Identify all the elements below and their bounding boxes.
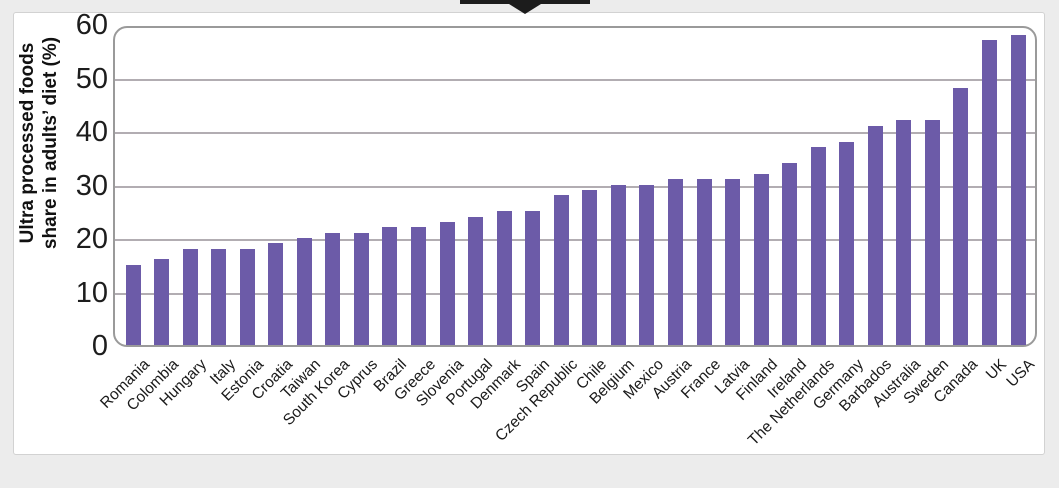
bar-spain [525,211,541,345]
gridline-50 [115,78,1035,81]
y-tick-label-30: 30 [75,169,108,202]
y-tick-label-40: 40 [75,116,108,148]
gridline-40 [115,132,1035,134]
bar-belgium [610,184,626,345]
y-axis-title-line1: Ultra processed foods [17,42,38,244]
gridline-30 [115,185,1035,188]
y-tick-label-60: 60 [75,9,108,41]
bar-cyprus [353,232,369,345]
bar-france [696,179,712,345]
bar-czech-republic [553,195,569,345]
bar-ireland [782,163,798,345]
plot-area [113,26,1037,347]
bar-barbados [867,125,883,345]
bar-germany [839,141,855,345]
bar-estonia [239,248,255,345]
bar-mexico [639,184,655,345]
bar-south-korea [325,232,341,345]
bar-taiwan [296,238,312,345]
bar-latvia [725,179,741,345]
bar-italy [211,248,227,345]
bar-greece [411,227,426,345]
bar-portugal [468,216,484,345]
bar-the-netherlands [810,147,826,345]
bar-romania [125,264,141,345]
gridline-20 [115,239,1035,241]
arrow-down-icon [509,4,541,14]
bar-brazil [382,227,398,345]
bar-usa [1010,34,1026,345]
y-tick-label-50: 50 [75,62,108,95]
y-tick-label-10: 10 [75,276,108,309]
bar-australia [896,120,912,345]
bar-canada [953,88,969,345]
bar-austria [667,179,683,345]
bar-finland [753,173,769,345]
bar-croatia [268,243,284,345]
bar-denmark [496,211,512,345]
bar-chile [582,189,598,345]
bar-uk [982,40,997,345]
bar-chart: Ultra processed foods share in adults’ d… [17,9,1038,449]
bar-sweden [924,120,940,345]
bar-slovenia [439,221,455,345]
overlay-arrow-fragment [460,0,590,14]
y-tick-label-0: 0 [91,330,108,362]
bar-colombia [154,259,170,345]
bar-hungary [182,248,198,345]
y-tick-label-20: 20 [75,223,108,255]
gridline-10 [115,292,1035,295]
